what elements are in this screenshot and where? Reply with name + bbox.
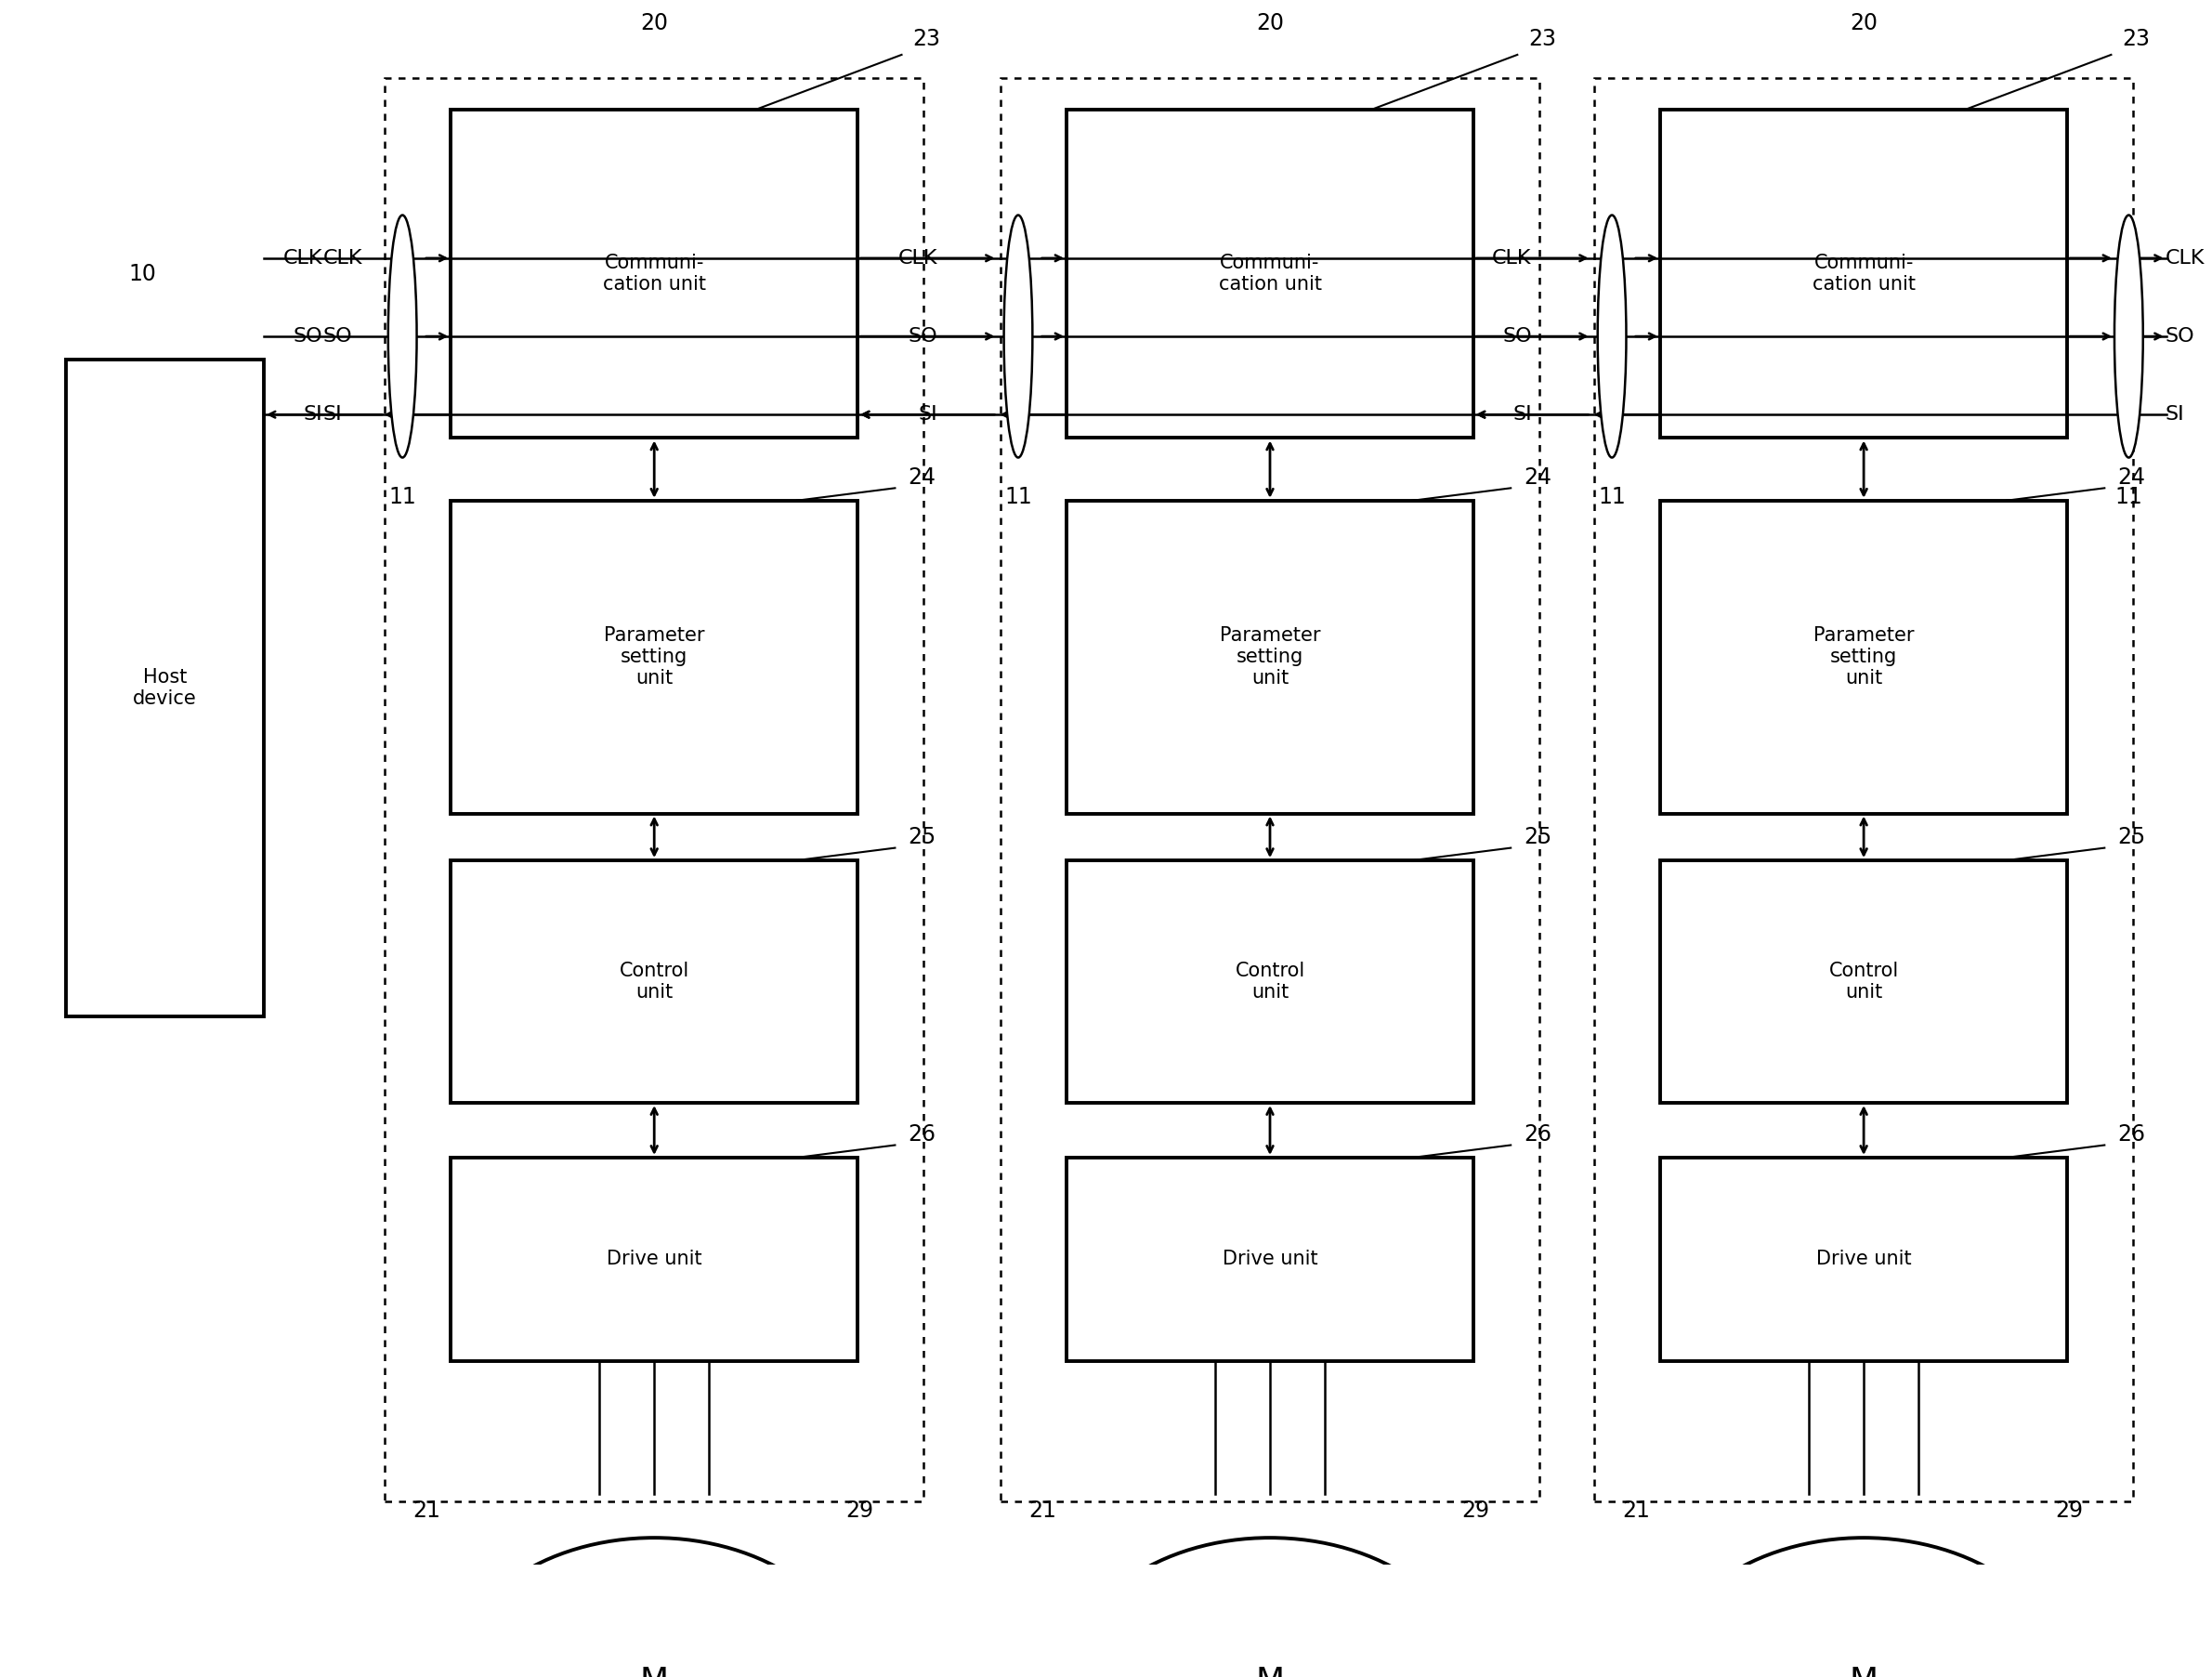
Text: 21: 21 bbox=[1624, 1499, 1650, 1523]
Text: Control
unit: Control unit bbox=[1234, 961, 1305, 1001]
Text: SO: SO bbox=[909, 327, 938, 345]
Text: SI: SI bbox=[303, 406, 323, 424]
Bar bbox=[1066, 501, 1473, 813]
Text: 26: 26 bbox=[909, 1124, 936, 1145]
Ellipse shape bbox=[1004, 215, 1033, 458]
Text: M: M bbox=[1849, 1665, 1878, 1677]
Text: CLK: CLK bbox=[283, 248, 323, 267]
Text: 11: 11 bbox=[2115, 486, 2143, 508]
Text: Parameter
setting
unit: Parameter setting unit bbox=[1814, 626, 1913, 688]
Text: Drive unit: Drive unit bbox=[606, 1249, 701, 1268]
Bar bbox=[1595, 79, 2132, 1503]
Text: 29: 29 bbox=[845, 1499, 874, 1523]
Text: 25: 25 bbox=[1524, 825, 1553, 849]
Text: SI: SI bbox=[323, 406, 343, 424]
Text: 29: 29 bbox=[1462, 1499, 1489, 1523]
Bar bbox=[1066, 109, 1473, 438]
Text: SO: SO bbox=[1502, 327, 1531, 345]
Text: 10: 10 bbox=[128, 263, 157, 285]
Text: 11: 11 bbox=[389, 486, 416, 508]
Bar bbox=[1661, 1157, 2068, 1362]
Text: 24: 24 bbox=[1524, 466, 1553, 488]
Text: 20: 20 bbox=[1256, 12, 1283, 35]
Bar bbox=[451, 1157, 858, 1362]
Ellipse shape bbox=[2115, 215, 2143, 458]
Text: 23: 23 bbox=[2121, 29, 2150, 50]
Text: SI: SI bbox=[918, 406, 938, 424]
Circle shape bbox=[1661, 1538, 2066, 1677]
Text: CLK: CLK bbox=[898, 248, 938, 267]
Bar bbox=[1661, 860, 2068, 1103]
Text: 26: 26 bbox=[1524, 1124, 1553, 1145]
Bar bbox=[1000, 79, 1540, 1503]
Text: SO: SO bbox=[2166, 327, 2194, 345]
Circle shape bbox=[451, 1538, 856, 1677]
Text: 11: 11 bbox=[1004, 486, 1033, 508]
Text: 21: 21 bbox=[414, 1499, 440, 1523]
Text: Communi-
cation unit: Communi- cation unit bbox=[1812, 253, 1916, 293]
Bar bbox=[1066, 860, 1473, 1103]
Text: 11: 11 bbox=[1597, 486, 1626, 508]
Text: CLK: CLK bbox=[323, 248, 363, 267]
Text: SI: SI bbox=[1513, 406, 1531, 424]
Circle shape bbox=[1068, 1538, 1473, 1677]
Text: CLK: CLK bbox=[2166, 248, 2205, 267]
Text: CLK: CLK bbox=[1493, 248, 1531, 267]
Text: 20: 20 bbox=[1849, 12, 1878, 35]
Text: Drive unit: Drive unit bbox=[1816, 1249, 1911, 1268]
Bar bbox=[1661, 109, 2068, 438]
Text: 20: 20 bbox=[639, 12, 668, 35]
Text: 23: 23 bbox=[914, 29, 940, 50]
Bar bbox=[451, 109, 858, 438]
Text: Parameter
setting
unit: Parameter setting unit bbox=[604, 626, 706, 688]
Text: Host
device: Host device bbox=[133, 667, 197, 708]
Bar bbox=[66, 361, 263, 1016]
Bar bbox=[1066, 1157, 1473, 1362]
Bar bbox=[451, 501, 858, 813]
Text: 25: 25 bbox=[2117, 825, 2146, 849]
Bar bbox=[451, 860, 858, 1103]
Text: M: M bbox=[1256, 1665, 1285, 1677]
Text: 26: 26 bbox=[2117, 1124, 2146, 1145]
Text: SO: SO bbox=[323, 327, 352, 345]
Text: M: M bbox=[639, 1665, 668, 1677]
Text: 21: 21 bbox=[1029, 1499, 1057, 1523]
Ellipse shape bbox=[1597, 215, 1626, 458]
Text: Parameter
setting
unit: Parameter setting unit bbox=[1219, 626, 1321, 688]
Ellipse shape bbox=[387, 215, 416, 458]
Text: Drive unit: Drive unit bbox=[1223, 1249, 1318, 1268]
Text: 29: 29 bbox=[2055, 1499, 2084, 1523]
Text: 25: 25 bbox=[909, 825, 936, 849]
Text: SO: SO bbox=[292, 327, 323, 345]
Text: Control
unit: Control unit bbox=[619, 961, 690, 1001]
Text: 23: 23 bbox=[1528, 29, 1557, 50]
Text: Communi-
cation unit: Communi- cation unit bbox=[602, 253, 706, 293]
Text: Control
unit: Control unit bbox=[1829, 961, 1898, 1001]
Text: Communi-
cation unit: Communi- cation unit bbox=[1219, 253, 1321, 293]
Bar bbox=[385, 79, 925, 1503]
Bar bbox=[1661, 501, 2068, 813]
Text: 24: 24 bbox=[909, 466, 936, 488]
Text: 24: 24 bbox=[2117, 466, 2146, 488]
Text: SI: SI bbox=[2166, 406, 2183, 424]
